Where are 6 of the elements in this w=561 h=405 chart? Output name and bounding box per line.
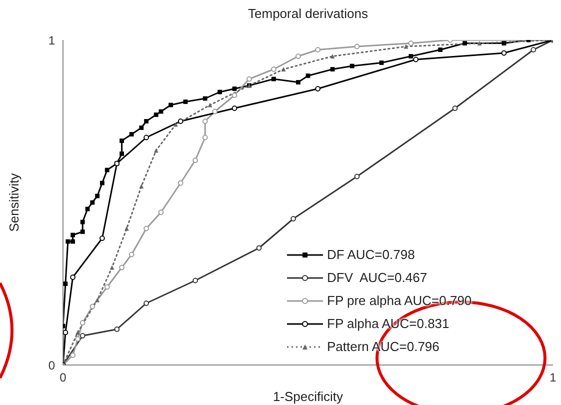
legend-label: FP pre alpha AUC=0.790 [327, 293, 472, 308]
x-axis-title: 1-Specificity [272, 389, 344, 404]
y-axis-title: Sensitivity [6, 172, 22, 232]
legend-label: DF AUC=0.798 [327, 247, 415, 262]
legend-label: DFV AUC=0.467 [327, 270, 428, 285]
chart-title: Temporal derivations [247, 6, 369, 21]
